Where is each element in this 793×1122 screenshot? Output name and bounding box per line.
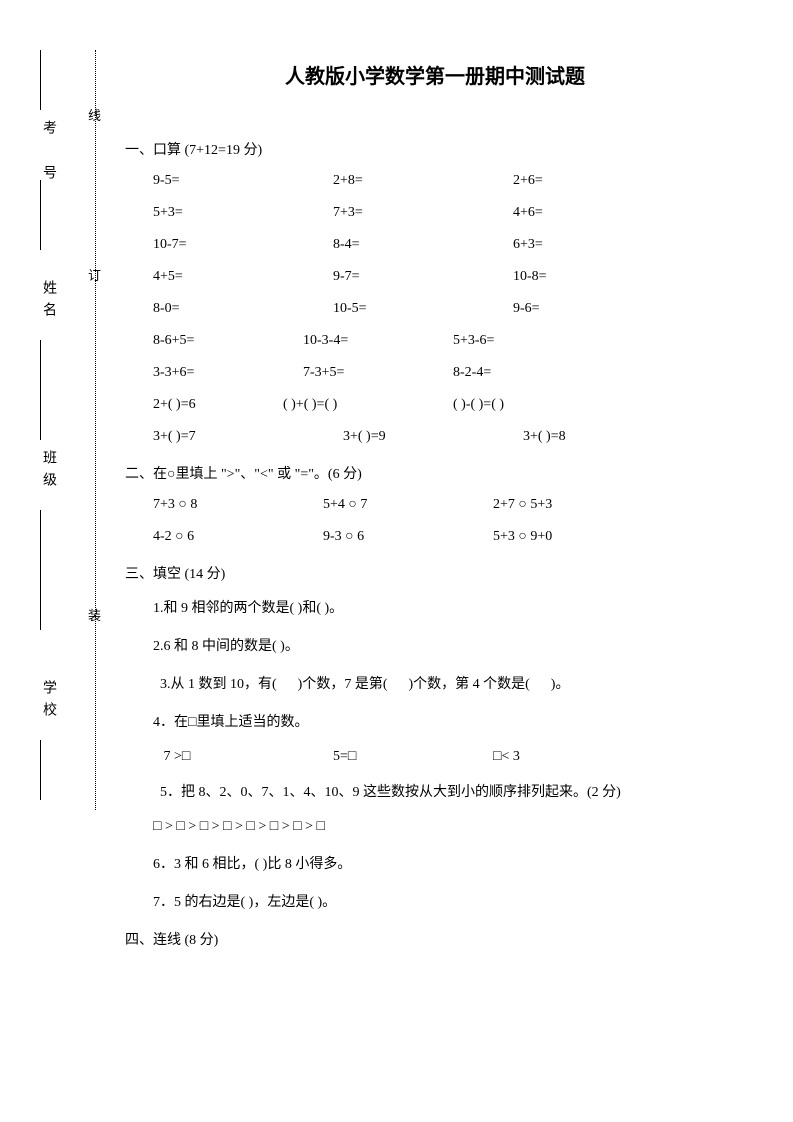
fill-q2: 2.6 和 8 中间的数是( )。 [125,635,745,655]
calc-cell: 7+3= [333,205,513,221]
calc-cell: 4+6= [513,205,693,221]
calc-cell: 3-3+6= [153,365,303,381]
calc-row: 9-5=2+8=2+6= [125,173,745,189]
fill-cell: □< 3 [493,749,613,765]
calc-cell: 8-0= [153,301,333,317]
dotted-line [95,50,96,810]
calc-cell: 6+3= [513,237,693,253]
fill-q7: 7．5 的右边是( )，左边是( )。 [125,891,745,911]
calc-cell: 8-4= [333,237,513,253]
calc-cell: 10-3-4= [303,333,453,349]
calc-cell: 9-6= [513,301,693,317]
page-title: 人教版小学数学第一册期中测试题 [125,60,745,89]
calc-cell: 5+3-6= [453,333,603,349]
fill-q4-row: 7 >□5=□□< 3 [125,749,745,765]
fill-q5-row: □ > □ > □ > □ > □ > □ > □ > □ [125,819,745,835]
calc-cell: 3+( )=7 [153,429,343,445]
label-exam-no: 考 号 [38,120,58,187]
fill-q4: 4．在□里填上适当的数。 [125,711,745,731]
calc-cell: 3+( )=8 [523,429,673,445]
calc-cell: ( )+( )=( ) [283,397,453,413]
calc-cell: 10-7= [153,237,333,253]
solid-seg [40,740,41,800]
compare-cell: 5+3 ○ 9+0 [493,529,663,545]
fill-q3: 3.从 1 数到 10，有( )个数，7 是第( )个数，第 4 个数是( )。 [125,673,745,693]
calc-cell: 9-5= [153,173,333,189]
page-content: 人教版小学数学第一册期中测试题 一、口算 (7+12=19 分) 9-5=2+8… [125,60,745,967]
compare-row: 7+3 ○ 85+4 ○ 72+7 ○ 5+3 [125,497,745,513]
solid-seg [40,180,41,250]
solid-seg [40,340,41,440]
calc-cell: 7-3+5= [303,365,453,381]
binding-margin: 考 号 姓名 班级 学校 线 订 装 [40,50,110,800]
fill-q5: 5．把 8、2、0、7、1、4、10、9 这些数按从大到小的顺序排列起来。(2 … [125,781,745,801]
section-1-head: 一、口算 (7+12=19 分) [125,139,745,159]
calc-cell: 2+6= [513,173,693,189]
calc-cell: 8-6+5= [153,333,303,349]
compare-cell: 7+3 ○ 8 [153,497,323,513]
calc-cell: 5+3= [153,205,333,221]
calc-cell: 2+( )=6 [153,397,283,413]
label-name: 姓名 [38,280,58,324]
calc-cell: ( )-( )=( ) [453,397,623,413]
calc-cell: 2+8= [333,173,513,189]
section-4-head: 四、连线 (8 分) [125,929,745,949]
calc-row: 8-0=10-5=9-6= [125,301,745,317]
section-3-head: 三、填空 (14 分) [125,563,745,583]
calc-row: 4+5=9-7=10-8= [125,269,745,285]
compare-cell: 5+4 ○ 7 [323,497,493,513]
solid-seg [40,50,41,110]
label-school: 学校 [38,680,58,724]
char-xian: 线 [88,105,101,124]
compare-row: 4-2 ○ 69-3 ○ 65+3 ○ 9+0 [125,529,745,545]
calc-row: 3+( )=73+( )=93+( )=8 [125,429,745,445]
calc-row: 3-3+6=7-3+5=8-2-4= [125,365,745,381]
compare-cell: 2+7 ○ 5+3 [493,497,663,513]
calc-row: 10-7=8-4=6+3= [125,237,745,253]
fill-q6: 6．3 和 6 相比，( )比 8 小得多。 [125,853,745,873]
calc-row: 5+3=7+3=4+6= [125,205,745,221]
fill-q1: 1.和 9 相邻的两个数是( )和( )。 [125,597,745,617]
calc-cell: 4+5= [153,269,333,285]
calc-cell: 8-2-4= [453,365,603,381]
section-2-head: 二、在○里填上 ">"、"<" 或 "="。(6 分) [125,463,745,483]
calc-row: 8-6+5=10-3-4=5+3-6= [125,333,745,349]
char-zhuang: 装 [88,605,101,624]
compare-cell: 9-3 ○ 6 [323,529,493,545]
label-class: 班级 [38,450,58,494]
calc-cell: 3+( )=9 [343,429,523,445]
calc-cell: 10-5= [333,301,513,317]
char-ding: 订 [88,265,101,284]
fill-cell: 5=□ [333,749,493,765]
fill-cell: 7 >□ [153,749,333,765]
calc-cell: 10-8= [513,269,693,285]
solid-seg [40,510,41,630]
compare-cell: 4-2 ○ 6 [153,529,323,545]
calc-cell: 9-7= [333,269,513,285]
calc-row: 2+( )=6( )+( )=( )( )-( )=( ) [125,397,745,413]
